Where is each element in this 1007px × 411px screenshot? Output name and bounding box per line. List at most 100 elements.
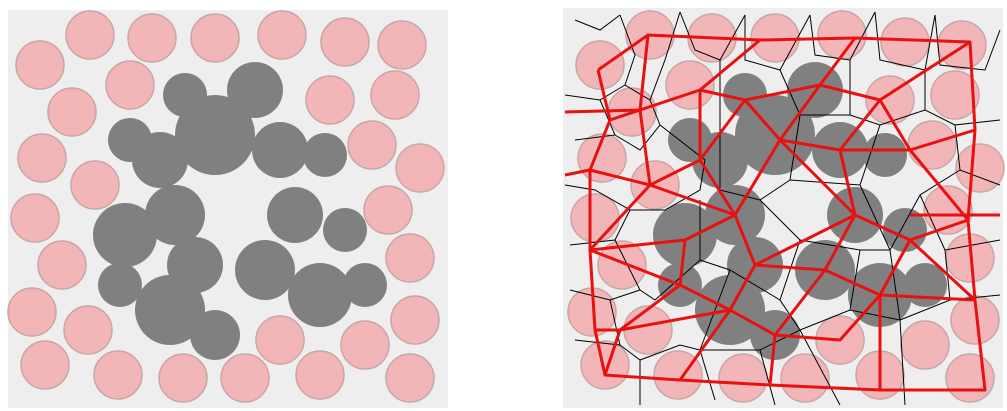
gray-particle bbox=[883, 208, 927, 252]
gray-particle bbox=[303, 133, 347, 177]
gray-particle bbox=[288, 263, 352, 327]
pink-particle bbox=[385, 233, 435, 283]
gray-particle bbox=[190, 310, 240, 360]
pink-particle bbox=[347, 120, 397, 170]
pink-particle bbox=[363, 185, 413, 235]
pink-particle bbox=[17, 133, 67, 183]
network-edge bbox=[564, 168, 591, 177]
pink-particle bbox=[900, 320, 950, 370]
gray-particle bbox=[135, 275, 205, 345]
voronoi-edge bbox=[574, 14, 621, 31]
voronoi-edge bbox=[759, 199, 890, 251]
pink-particle bbox=[7, 287, 57, 337]
network-edge bbox=[619, 308, 731, 332]
left-panel bbox=[7, 10, 448, 408]
pink-particle bbox=[158, 353, 208, 403]
pink-particle bbox=[220, 353, 270, 403]
pink-particle bbox=[190, 13, 240, 63]
pink-particle bbox=[580, 340, 630, 390]
gray-particle bbox=[145, 185, 205, 245]
pink-particle bbox=[257, 10, 307, 60]
pink-particle bbox=[377, 20, 427, 70]
network-edge bbox=[678, 309, 732, 381]
network-edge bbox=[908, 238, 977, 302]
pink-particle bbox=[718, 353, 768, 403]
pink-particle bbox=[340, 320, 390, 370]
pink-particle bbox=[385, 353, 435, 403]
voronoi-edge bbox=[889, 249, 901, 321]
pink-particle bbox=[945, 353, 995, 403]
gray-particle bbox=[323, 208, 367, 252]
pink-particle bbox=[37, 240, 87, 290]
gray-particle bbox=[98, 263, 142, 307]
voronoi-edge bbox=[744, 14, 811, 71]
gray-particle bbox=[653, 203, 717, 267]
gray-particle bbox=[252, 122, 308, 178]
pink-particle bbox=[105, 60, 155, 110]
pink-particle bbox=[575, 40, 625, 90]
network-edge bbox=[754, 213, 857, 272]
pink-particle bbox=[653, 350, 703, 400]
voronoi-edge bbox=[619, 11, 681, 101]
gray-particles bbox=[93, 62, 387, 360]
pink-particle bbox=[320, 17, 370, 67]
gray-particle bbox=[175, 95, 255, 175]
voronoi-edge bbox=[619, 344, 716, 401]
pink-particle bbox=[20, 340, 70, 390]
pink-particle bbox=[817, 10, 867, 60]
pink-particle bbox=[623, 305, 673, 355]
pink-particle bbox=[47, 87, 97, 137]
pink-particle bbox=[70, 160, 120, 210]
network-edge bbox=[838, 149, 969, 242]
pink-particle bbox=[63, 305, 113, 355]
gray-particle bbox=[132, 132, 188, 188]
voronoi-edge bbox=[630, 124, 706, 211]
network-edge bbox=[698, 138, 857, 217]
voronoi-edge bbox=[614, 99, 661, 151]
pink-particle bbox=[370, 70, 420, 120]
gray-particle bbox=[343, 263, 387, 307]
gray-particle bbox=[235, 240, 295, 300]
pink-particles bbox=[567, 10, 1005, 403]
voronoi-edge bbox=[809, 11, 876, 61]
gray-particle bbox=[227, 62, 283, 118]
pink-particle bbox=[880, 17, 930, 67]
pink-particle bbox=[570, 193, 620, 243]
pink-particle bbox=[127, 13, 177, 63]
pink-particle bbox=[865, 75, 915, 125]
network-edge bbox=[603, 329, 622, 376]
contact-network bbox=[564, 33, 1000, 392]
network-edge bbox=[588, 33, 987, 392]
pink-particle bbox=[780, 353, 830, 403]
voronoi-edge bbox=[849, 249, 861, 311]
right-panel bbox=[563, 8, 1005, 408]
gray-particle bbox=[93, 203, 157, 267]
pink-particle bbox=[907, 120, 957, 170]
network-edge bbox=[768, 334, 777, 386]
voronoi-edge bbox=[874, 11, 936, 71]
pink-particle bbox=[65, 10, 115, 60]
network-edge bbox=[699, 37, 857, 102]
pink-particle bbox=[93, 350, 143, 400]
network-edge bbox=[879, 293, 976, 302]
pink-particles bbox=[7, 10, 445, 403]
pink-particle bbox=[10, 193, 60, 243]
pink-particle bbox=[305, 75, 355, 125]
voronoi-edge bbox=[799, 309, 906, 406]
pink-particle bbox=[930, 70, 980, 120]
pink-particle bbox=[630, 160, 680, 210]
pink-particle bbox=[395, 143, 445, 193]
voronoi-edge bbox=[919, 169, 1001, 251]
network-edge bbox=[564, 108, 641, 114]
network-edge bbox=[908, 149, 970, 221]
network-edge bbox=[774, 294, 882, 342]
voronoi-edge bbox=[639, 200, 701, 301]
pink-particle bbox=[295, 350, 345, 400]
voronoi-edges bbox=[564, 11, 1001, 406]
voronoi-edge bbox=[699, 269, 731, 351]
pink-particle bbox=[390, 295, 440, 345]
pink-particle bbox=[15, 40, 65, 90]
network-edge bbox=[679, 214, 757, 312]
pink-particle bbox=[955, 143, 1005, 193]
